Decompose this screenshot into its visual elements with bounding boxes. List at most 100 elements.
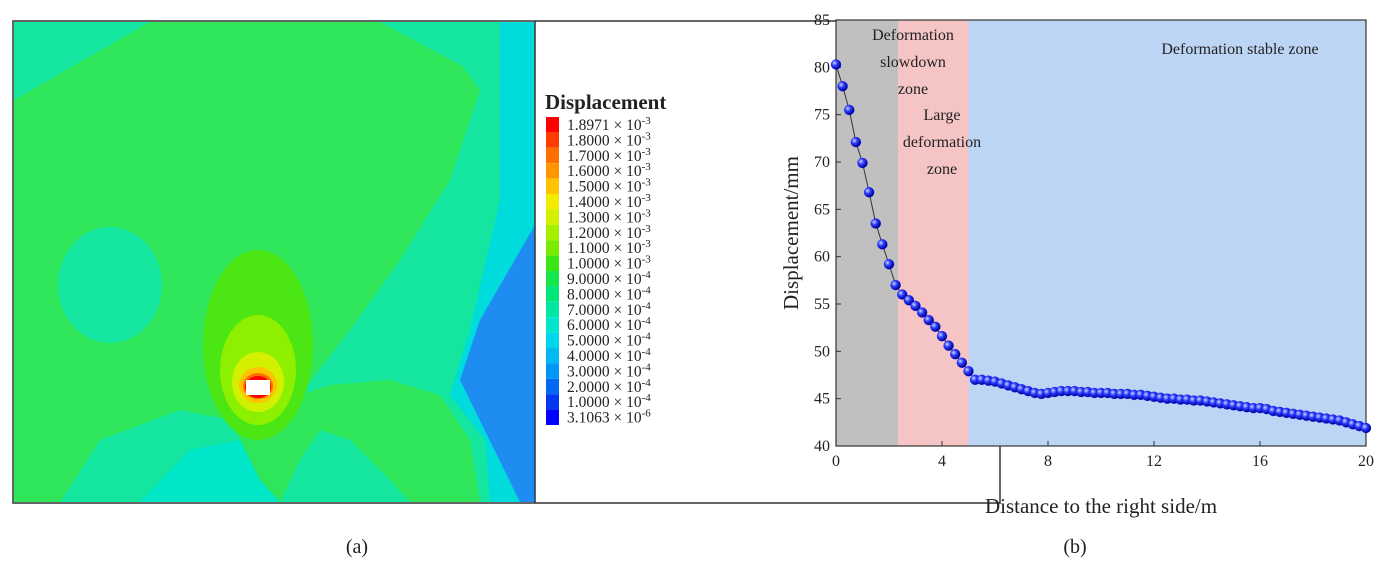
x-tick-label: 0 (832, 453, 840, 470)
data-point (863, 187, 875, 198)
legend-mantissa: 9.0000 × 10 (567, 271, 642, 288)
x-tick-label: 4 (938, 453, 946, 470)
data-point (877, 239, 888, 250)
legend-mantissa: 8.0000 × 10 (567, 286, 642, 303)
legend-swatch (546, 178, 559, 194)
legend-exponent: -3 (642, 254, 652, 266)
legend-mantissa: 7.0000 × 10 (567, 302, 642, 319)
zone-label: slowdown (880, 54, 946, 71)
legend-exponent: -4 (642, 315, 652, 327)
y-tick-label: 50 (814, 343, 830, 360)
data-point (883, 259, 895, 270)
legend-swatch (546, 224, 559, 241)
legend-swatch (546, 117, 559, 133)
legend-exponent: -3 (642, 130, 652, 142)
data-point (923, 314, 934, 326)
data-point (857, 157, 868, 169)
legend-mantissa: 1.1000 × 10 (567, 240, 642, 257)
legend-swatch (546, 378, 559, 395)
zone-label: Deformation stable zone (1161, 41, 1318, 58)
legend-label: 8.0000 × 10-4 (567, 284, 651, 303)
legend-swatch (546, 209, 559, 225)
legend-label: 4.0000 × 10-4 (567, 346, 651, 365)
legend-swatch (546, 194, 559, 210)
legend-exponent: -4 (642, 361, 652, 373)
legend-exponent: -4 (642, 284, 652, 296)
legend-swatch (546, 147, 559, 164)
data-point (1360, 422, 1372, 434)
y-tick-label: 85 (814, 12, 830, 29)
data-point (897, 289, 908, 300)
y-axis-label: Displacement/mm (779, 156, 803, 310)
zone-label: deformation (903, 134, 981, 151)
zone-label: Deformation (872, 27, 954, 44)
legend-label: 9.0000 × 10-4 (567, 269, 651, 288)
legend-label: 5.0000 × 10-4 (567, 331, 651, 350)
legend-mantissa: 1.4000 × 10 (567, 194, 642, 211)
data-point (910, 300, 921, 312)
legend-exponent: -6 (642, 408, 652, 420)
legend-mantissa: 1.5000 × 10 (567, 179, 642, 196)
zone-label: zone (898, 81, 928, 98)
legend-mantissa: 1.0000 × 10 (567, 394, 642, 411)
data-point (890, 279, 901, 291)
x-tick-label: 20 (1358, 453, 1374, 470)
y-tick-label: 65 (814, 201, 830, 218)
legend-label: 1.7000 × 10-3 (567, 146, 651, 165)
legend-swatch (546, 255, 559, 271)
y-tick-label: 80 (814, 59, 830, 76)
legend-label: 1.5000 × 10-3 (567, 177, 651, 196)
legend-exponent: -3 (642, 238, 652, 250)
data-point (870, 218, 881, 229)
legend-label: 1.3000 × 10-3 (567, 207, 651, 226)
data-point (963, 366, 974, 377)
legend-swatch (546, 348, 559, 364)
legend-swatch (546, 409, 559, 425)
y-tick-label: 45 (814, 391, 830, 408)
x-tick-label: 8 (1044, 453, 1052, 470)
y-tick-label: 40 (814, 438, 830, 455)
legend-label: 1.2000 × 10-3 (567, 223, 651, 242)
legend-exponent: -4 (642, 331, 652, 343)
legend-exponent: -3 (642, 146, 652, 158)
legend-swatch (546, 132, 559, 148)
legend-mantissa: 1.3000 × 10 (567, 209, 642, 226)
x-tick-label: 16 (1252, 453, 1268, 470)
legend-label: 1.6000 × 10-3 (567, 161, 651, 180)
legend-swatch (546, 271, 559, 287)
data-point (837, 81, 848, 92)
legend-label: 3.1063 × 10-6 (567, 408, 651, 427)
legend-exponent: -3 (642, 177, 652, 189)
legend-swatch (546, 363, 559, 379)
legend-label: 1.1000 × 10-3 (567, 238, 651, 257)
zone (898, 20, 969, 446)
data-point (844, 104, 855, 116)
x-axis-label: Distance to the right side/m (985, 494, 1217, 518)
zone-label: Large (923, 107, 960, 124)
contour-map (14, 22, 535, 502)
legend-swatch (546, 240, 559, 256)
legend-exponent: -3 (642, 161, 652, 173)
legend-exponent: -4 (642, 300, 652, 312)
legend-exponent: -3 (642, 115, 652, 127)
data-point (950, 349, 961, 360)
data-point (850, 136, 862, 148)
y-tick-label: 70 (814, 154, 830, 171)
caption: (b) (1063, 536, 1086, 558)
legend-exponent: -4 (642, 269, 652, 281)
legend-swatch (546, 301, 559, 318)
legend-label: 1.8971 × 10-3 (567, 115, 651, 134)
legend-mantissa: 4.0000 × 10 (567, 348, 642, 365)
legend-mantissa: 1.8971 × 10 (567, 117, 642, 134)
legend-label: 3.0000 × 10-4 (567, 361, 651, 380)
legend-mantissa: 1.6000 × 10 (567, 163, 642, 180)
legend-swatch (546, 394, 559, 410)
y-tick-label: 75 (814, 107, 830, 124)
legend-label: 1.8000 × 10-3 (567, 130, 651, 149)
legend-exponent: -4 (642, 346, 652, 358)
data-point (943, 340, 954, 351)
legend-label: 1.0000 × 10-4 (567, 392, 651, 411)
y-tick-label: 55 (814, 296, 830, 313)
legend-mantissa: 2.0000 × 10 (567, 379, 642, 396)
data-point (936, 331, 948, 342)
